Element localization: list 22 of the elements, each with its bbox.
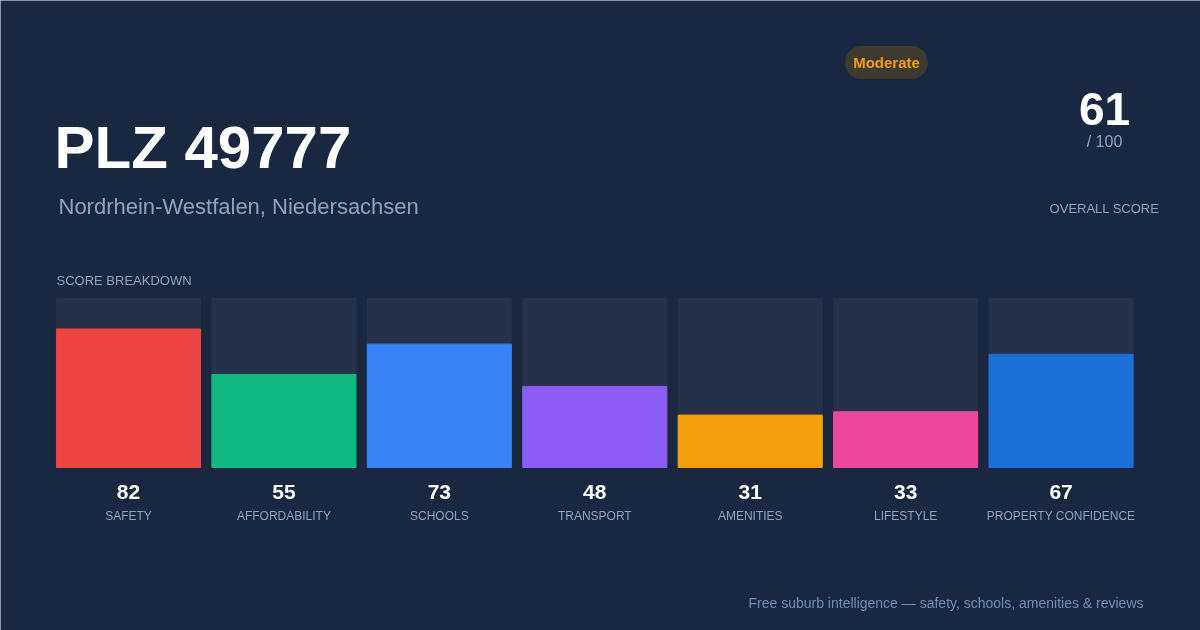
data-label: 55 [272, 479, 296, 503]
x-tick-label: SAFETY [105, 508, 152, 523]
data-label: 33 [893, 479, 918, 503]
text: OVERALL SCORE [1049, 201, 1160, 216]
chart-title: PLZ 49777 [54, 114, 352, 181]
text: / 100 [1086, 133, 1123, 150]
data-label: 31 [738, 479, 763, 503]
data-label: 82 [116, 479, 141, 503]
data-label: 73 [427, 479, 452, 503]
data-label: 67 [1049, 479, 1073, 503]
x-tick-label: AFFORDABILITY [236, 508, 331, 523]
text: SCORE BREAKDOWN [56, 273, 192, 288]
data-label: 48 [583, 479, 607, 503]
x-tick-label: LIFESTYLE [873, 508, 938, 523]
text: Free suburb intelligence — safety, schools, amenities & reviews [748, 594, 1144, 611]
x-tick-label: SCHOOLS [410, 508, 469, 523]
x-tick-label: TRANSPORT [557, 508, 633, 523]
x-tick-label: PROPERTY CONFIDENCE [986, 508, 1136, 523]
text: Moderate [853, 54, 920, 71]
x-tick-label: AMENITIES [717, 508, 783, 523]
text: 61 [1078, 82, 1131, 135]
chart-subtitle: Nordrhein-Westfalen, Niedersachsen [58, 194, 419, 219]
